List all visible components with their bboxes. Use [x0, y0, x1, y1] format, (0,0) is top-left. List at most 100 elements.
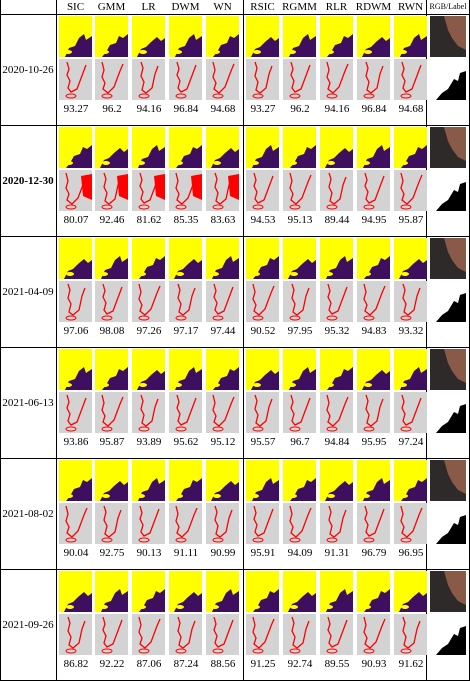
segmentation-map [357, 16, 390, 57]
error-map [246, 281, 279, 322]
column-header-lr: LR [141, 1, 156, 13]
accuracy-score: 90.99 [210, 547, 236, 559]
segmentation-map [283, 571, 316, 612]
error-map [206, 59, 239, 100]
segmentation-map [394, 571, 427, 612]
error-map [246, 59, 279, 100]
segmentation-map [95, 238, 128, 279]
error-map [357, 170, 390, 211]
grid-line-horizontal [0, 458, 470, 459]
segmentation-map [357, 571, 390, 612]
error-map [320, 614, 353, 655]
accuracy-score: 95.12 [210, 436, 236, 448]
accuracy-score: 94.83 [361, 325, 387, 337]
error-map [357, 281, 390, 322]
accuracy-score: 93.27 [250, 103, 276, 115]
error-map [169, 59, 202, 100]
accuracy-score: 87.24 [173, 658, 199, 670]
error-map [283, 59, 316, 100]
column-header-gmm: GMM [97, 1, 126, 13]
segmentation-map [206, 127, 239, 168]
label-image [430, 170, 466, 211]
accuracy-score: 96.2 [102, 103, 122, 115]
accuracy-score: 92.74 [287, 658, 313, 670]
segmentation-map [169, 571, 202, 612]
accuracy-score: 96.2 [290, 103, 310, 115]
segmentation-map [206, 16, 239, 57]
segmentation-map [246, 349, 279, 390]
segmentation-map [59, 127, 92, 168]
accuracy-score: 96.95 [398, 547, 424, 559]
grid-line-horizontal [0, 569, 470, 570]
accuracy-score: 97.24 [398, 436, 424, 448]
segmentation-map [246, 571, 279, 612]
segmentation-map [283, 460, 316, 501]
row-date-label: 2021-09-26 [2, 618, 54, 631]
error-map [206, 170, 239, 211]
accuracy-score: 80.07 [63, 214, 89, 226]
segmentation-map [169, 349, 202, 390]
column-header-dwm: DWM [171, 1, 200, 13]
segmentation-map [95, 460, 128, 501]
error-map [95, 392, 128, 433]
accuracy-score: 97.26 [136, 325, 162, 337]
error-map [320, 170, 353, 211]
error-map [206, 614, 239, 655]
row-date-label: 2020-10-26 [2, 63, 54, 76]
error-map [246, 392, 279, 433]
accuracy-score: 94.16 [136, 103, 162, 115]
accuracy-score: 89.55 [324, 658, 350, 670]
error-map [132, 281, 165, 322]
grid-line-vertical [0, 0, 1, 681]
error-map [95, 503, 128, 544]
column-header-rlr: RLR [325, 1, 348, 13]
error-map [394, 614, 427, 655]
column-header-rgmm: RGMM [282, 1, 317, 13]
accuracy-score: 95.57 [250, 436, 276, 448]
segmentation-map [394, 127, 427, 168]
rgb-image [430, 571, 466, 612]
error-map [169, 170, 202, 211]
segmentation-map [283, 127, 316, 168]
accuracy-score: 85.35 [173, 214, 199, 226]
error-map [394, 503, 427, 544]
error-map [283, 614, 316, 655]
label-image [430, 281, 466, 322]
accuracy-score: 90.04 [63, 547, 89, 559]
accuracy-score: 81.62 [136, 214, 162, 226]
accuracy-score: 97.44 [210, 325, 236, 337]
error-map [246, 503, 279, 544]
error-map [357, 503, 390, 544]
error-map [95, 614, 128, 655]
segmentation-map [357, 349, 390, 390]
column-header-rgb-label: RGB/Label [429, 2, 467, 11]
error-map [320, 392, 353, 433]
rgb-image [430, 238, 466, 279]
error-map [206, 281, 239, 322]
accuracy-score: 89.44 [324, 214, 350, 226]
column-header-sic: SIC [66, 1, 85, 13]
error-map [59, 503, 92, 544]
error-map [283, 392, 316, 433]
segmentation-map [283, 349, 316, 390]
accuracy-score: 95.95 [361, 436, 387, 448]
grid-line-horizontal [0, 347, 470, 348]
row-date-label: 2020-12-30 [2, 174, 54, 187]
error-map [59, 392, 92, 433]
error-map [132, 614, 165, 655]
segmentation-map [169, 127, 202, 168]
error-map [320, 281, 353, 322]
accuracy-score: 87.06 [136, 658, 162, 670]
row-date-label: 2021-04-09 [2, 285, 54, 298]
accuracy-score: 90.13 [136, 547, 162, 559]
segmentation-map [95, 349, 128, 390]
segmentation-map [59, 460, 92, 501]
accuracy-score: 96.84 [173, 103, 199, 115]
accuracy-score: 95.62 [173, 436, 199, 448]
column-header-rdwm: RDWM [355, 1, 392, 13]
segmentation-map [357, 127, 390, 168]
error-map [394, 281, 427, 322]
segmentation-map [132, 349, 165, 390]
segmentation-map [132, 127, 165, 168]
accuracy-score: 95.32 [324, 325, 350, 337]
